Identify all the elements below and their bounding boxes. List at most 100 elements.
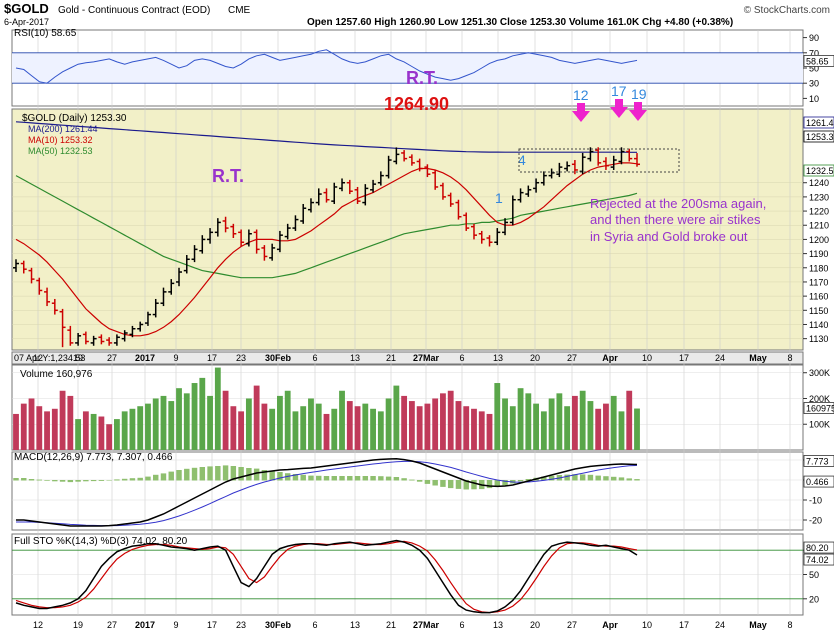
volume-bar-78 (618, 411, 625, 450)
x-tick-upper-4: 9 (173, 353, 178, 363)
annot-note-line1: Rejected at the 200sma again, (590, 196, 766, 211)
sto-d-line (15, 540, 638, 614)
x-tick-lower-0: 12 (33, 620, 43, 630)
macd-hist-bar-57 (455, 480, 462, 489)
vol-tick-label-0: 300K (809, 368, 830, 378)
macd-hist-bar-71 (564, 474, 570, 481)
x-tick-lower-8: 6 (312, 620, 317, 630)
volume-bar-33 (269, 408, 276, 450)
x-axis: 12121919272720172017991717232330Feb30Feb… (33, 353, 793, 630)
volume-bar-7 (67, 395, 74, 450)
volume-bar-9 (82, 411, 89, 450)
macd-hist-bar-80 (634, 479, 640, 481)
volume-bar-53 (424, 403, 431, 450)
price-legend-symbol: $GOLD (Daily) 1253.30 (22, 113, 127, 124)
macd-hist-bar-10 (90, 480, 97, 482)
macd-signal-line (16, 460, 638, 527)
volume-bar-12 (106, 424, 113, 450)
x-tick-upper-0: 12 (33, 353, 43, 363)
macd-hist-bar-28 (230, 466, 237, 481)
volume-bar-21 (176, 388, 182, 450)
x-tick-upper-12: 6 (459, 353, 464, 363)
macd-hist-bar-33 (269, 471, 275, 481)
macd-hist-bar-21 (176, 470, 182, 481)
ma200-line (15, 121, 637, 153)
macd-last-label: 7.773 (806, 456, 829, 466)
volume-bar-28 (230, 406, 237, 450)
macd-hist-bar-27 (222, 465, 229, 481)
volume-bar-49 (393, 385, 400, 450)
volume-pane: 300K 200K 100K 160975 (12, 367, 834, 450)
volume-bar-75 (595, 408, 602, 450)
volume-bar-72 (571, 395, 578, 450)
macd-hist-bar-77 (610, 476, 617, 481)
x-tick-lower-1: 19 (73, 620, 83, 630)
price-tick-label-7: 1200 (809, 235, 829, 245)
volume-bar-15 (129, 408, 136, 450)
volume-bar-36 (292, 411, 299, 450)
macd-hist-bar-72 (572, 474, 578, 481)
x-tick-lower-19: 24 (715, 620, 725, 630)
rsi-tick-label-1: 70 (809, 48, 819, 58)
volume-bar-31 (253, 385, 260, 450)
x-tick-upper-16: Apr (602, 353, 618, 363)
vol-bg (11, 364, 804, 451)
volume-bar-40 (323, 413, 330, 450)
volume-bar-1 (20, 403, 27, 450)
hist-last-label-box (803, 475, 834, 488)
volume-bar-30 (245, 398, 252, 450)
sto-tick-label-1: 50 (809, 570, 819, 580)
volume-bar-79 (626, 390, 633, 450)
rsi-pane: 90 70 50 30 10 58.65 (12, 33, 834, 104)
macd-hist-bar-40 (323, 476, 330, 481)
x-tick-lower-18: 17 (679, 620, 689, 630)
volume-bar-71 (564, 406, 571, 450)
rsi-tick-label-0: 90 (809, 33, 819, 43)
x-tick-lower-2: 27 (107, 620, 117, 630)
macd-hist-bar-34 (277, 472, 283, 481)
macd-hist-bar-29 (238, 467, 244, 481)
macd-hist-bar-78 (618, 477, 625, 481)
macd-hist-bar-61 (486, 480, 493, 489)
volume-bar-20 (168, 401, 175, 450)
volume-bar-27 (222, 390, 229, 450)
macd-hist-bar-45 (362, 476, 369, 481)
annot-wave-17: 17 (611, 83, 627, 99)
volume-bar-80 (634, 408, 640, 450)
x-tick-lower-9: 13 (350, 620, 360, 630)
annotations: R.T. R.T. 1264.90 1 4 12 17 19 Rejected … (212, 68, 766, 244)
volume-bar-24 (199, 377, 206, 450)
grid-lines (37, 30, 791, 615)
macd-hist-bar-25 (207, 466, 213, 481)
x-tick-upper-7: 30Feb (265, 353, 292, 363)
volume-bar-60 (478, 411, 485, 450)
volume-bar-50 (401, 395, 408, 450)
macd-hist-bar-9 (83, 480, 89, 482)
price-legend-ma10: MA(10) 1253.32 (28, 135, 93, 145)
volume-bar-22 (183, 393, 190, 450)
x-tick-upper-1: 19 (73, 353, 83, 363)
macd-hist-bar-46 (370, 476, 376, 481)
x-tick-lower-12: 6 (459, 620, 464, 630)
macd-hist-bar-47 (378, 476, 384, 481)
volume-bar-67 (533, 403, 539, 450)
symbol-description: Gold - Continuous Contract (EOD) (58, 5, 210, 16)
macd-hist-bar-26 (215, 466, 221, 481)
volume-bar-66 (525, 393, 532, 450)
x-tick-lower-15: 27 (567, 620, 577, 630)
macd-hist-bar-74 (587, 474, 594, 481)
x-tick-upper-11: 27Mar (413, 353, 440, 363)
macd-hist-bar-52 (416, 480, 423, 482)
sto-d-last-label: 80.20 (806, 543, 829, 553)
header-date: 6-Apr-2017 (4, 17, 49, 27)
macd-hist-bar-0 (13, 478, 19, 481)
macd-hist-bar-69 (548, 475, 555, 481)
date-caption: 07 Apr Y:1,234.53 (14, 353, 85, 363)
volume-bar-10 (90, 413, 97, 450)
volume-bar-76 (603, 403, 609, 450)
volume-bar-58 (463, 406, 470, 450)
annot-wave-4: 4 (518, 152, 526, 168)
macd-line (16, 458, 638, 527)
price-tick-label-0: 1130 (809, 334, 828, 344)
